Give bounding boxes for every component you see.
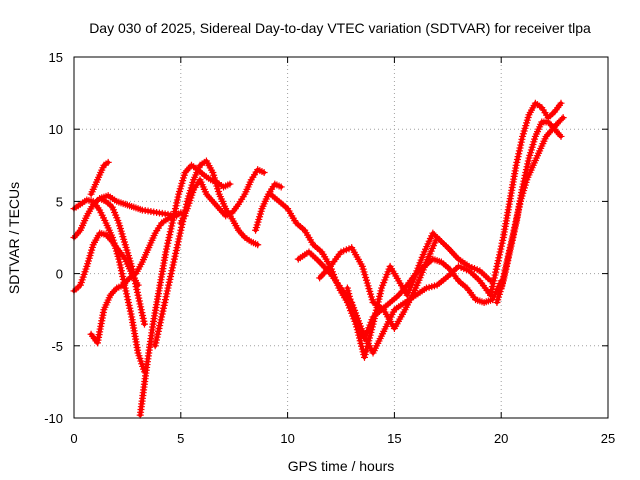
x-tick-label: 0 xyxy=(70,431,77,446)
series-markers xyxy=(96,192,181,220)
x-tick-label: 10 xyxy=(280,431,294,446)
series-markers xyxy=(487,99,565,299)
series-markers xyxy=(497,114,567,292)
y-tick-label: 0 xyxy=(56,267,63,282)
series-markers xyxy=(343,229,441,361)
x-tick-label: 25 xyxy=(601,431,615,446)
plot-frame xyxy=(73,56,609,419)
y-tick-label: -5 xyxy=(51,339,63,354)
x-tick-label: 20 xyxy=(494,431,508,446)
y-axis-label: SDTVAR / TECUs xyxy=(6,182,22,294)
y-tick-label: 15 xyxy=(49,50,63,65)
series-6 xyxy=(87,158,112,198)
series-14 xyxy=(343,229,441,361)
y-tick-label: -10 xyxy=(44,411,63,426)
series-13 xyxy=(316,234,495,332)
series-17 xyxy=(497,114,567,292)
y-tick-label: 5 xyxy=(56,194,63,209)
axis-ticks: 0 5 10 15 20 25 -10 -5 0 5 10 15 xyxy=(44,50,615,446)
series-5 xyxy=(96,192,181,220)
chart-title: Day 030 of 2025, Sidereal Day-to-day VTE… xyxy=(89,20,591,36)
series-markers xyxy=(87,158,112,198)
series-markers xyxy=(136,161,234,419)
x-tick-label: 15 xyxy=(387,431,401,446)
series-15 xyxy=(487,99,565,299)
series-9 xyxy=(177,166,268,227)
x-tick-label: 5 xyxy=(177,431,184,446)
series-markers xyxy=(316,234,495,332)
x-axis-label: GPS time / hours xyxy=(288,458,395,474)
series-markers xyxy=(177,166,268,227)
y-tick-label: 10 xyxy=(49,122,63,137)
data-series xyxy=(70,99,567,419)
